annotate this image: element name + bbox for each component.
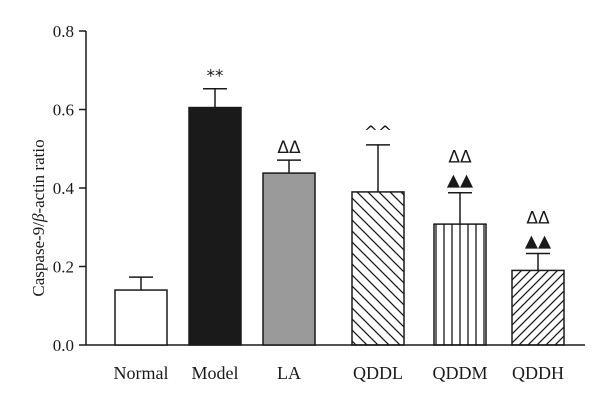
- y-tick-label: 0.4: [53, 179, 75, 198]
- significance-annotation: ^^: [364, 123, 393, 143]
- x-tick-label: QDDM: [432, 363, 487, 383]
- ylabel-beta: β: [29, 213, 48, 223]
- bar-qddl: [351, 191, 405, 346]
- bar-model: [188, 106, 242, 346]
- y-tick-label: 0.2: [53, 258, 74, 277]
- y-tick-label: 0.0: [53, 336, 74, 355]
- significance-annotation: ▲▲: [447, 171, 474, 191]
- significance-annotation: ΔΔ: [526, 209, 550, 229]
- axes: 0.0 0.2 0.4 0.6 0.8: [53, 22, 585, 355]
- x-tick-label: LA: [277, 363, 301, 383]
- significance-annotation: ΔΔ: [448, 148, 472, 168]
- ylabel-part: -actin ratio: [29, 139, 48, 213]
- x-tick-label: QDDH: [512, 363, 564, 383]
- x-tick-label: Normal: [114, 363, 169, 383]
- bar-qddm: [433, 223, 487, 346]
- significance-annotation: ΔΔ: [277, 138, 301, 158]
- y-tick-label: 0.8: [53, 22, 74, 41]
- bar-qddh: [511, 269, 565, 346]
- y-axis-label: Caspase-9/β-actin ratio: [29, 139, 48, 296]
- bar-la: [262, 172, 316, 346]
- ylabel-part: Caspase-9/: [29, 222, 48, 297]
- bars: ** ΔΔ ^^ ▲▲ ΔΔ ▲▲ ΔΔ: [114, 67, 565, 346]
- bar-normal: [114, 289, 168, 346]
- y-tick-label: 0.6: [53, 101, 74, 120]
- category-labels: Normal Model LA QDDL QDDM QDDH: [114, 363, 564, 383]
- significance-annotation: **: [207, 67, 224, 87]
- x-tick-label: QDDL: [353, 363, 403, 383]
- significance-annotation: ▲▲: [525, 232, 552, 252]
- x-tick-label: Model: [192, 363, 239, 383]
